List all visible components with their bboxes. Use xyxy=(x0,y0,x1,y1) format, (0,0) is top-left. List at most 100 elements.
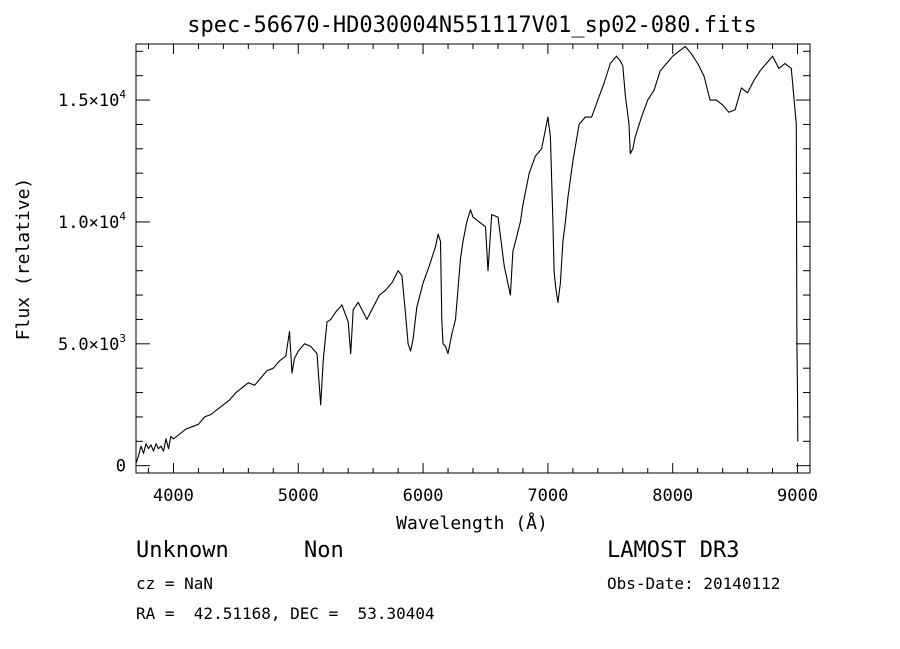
spectrum-point xyxy=(765,63,767,64)
spectrum-point xyxy=(437,233,439,235)
spectrum-point xyxy=(170,436,172,437)
spectrum-point xyxy=(410,350,411,352)
spectrum-point xyxy=(565,221,566,223)
spectrum-point xyxy=(784,63,786,64)
spectrum-point xyxy=(326,321,328,323)
spectrum-point xyxy=(603,82,605,84)
spectrum-point xyxy=(135,462,137,464)
spectrum-point xyxy=(416,306,418,308)
spectrum-point xyxy=(772,55,773,57)
axis-ticks xyxy=(136,44,810,473)
spectrum-point xyxy=(138,455,139,457)
spectrum-point xyxy=(441,319,443,320)
spectrum-point xyxy=(191,426,193,428)
spectrum-point xyxy=(179,433,181,435)
spectrum-point xyxy=(547,116,549,118)
chart-title: spec-56670-HD030004N551117V01_sp02-080.f… xyxy=(187,13,757,38)
spectrum-point xyxy=(391,282,393,284)
spectrum-point xyxy=(294,358,295,359)
spectrum-point xyxy=(691,53,692,55)
spectrum-point xyxy=(360,306,362,308)
spectrum-point xyxy=(291,372,293,374)
spectrum-point xyxy=(584,116,586,118)
spectrum-point xyxy=(797,392,798,393)
spectrum-point xyxy=(289,331,290,332)
spectrum-point xyxy=(653,89,655,91)
spectrum-point xyxy=(578,124,580,125)
spectrum-point xyxy=(153,450,154,452)
spectrum-point xyxy=(422,282,424,284)
object-subclass: Non xyxy=(304,538,344,563)
spectrum-point xyxy=(158,448,159,449)
spectrum-point xyxy=(747,92,748,94)
spectrum-point xyxy=(622,65,624,67)
spectrum-series xyxy=(135,45,799,464)
spectrum-point xyxy=(160,445,162,447)
spectrum-point xyxy=(442,343,444,345)
spectrum-point xyxy=(487,270,489,272)
y-tick-label: 0 xyxy=(116,457,126,477)
spectrum-point xyxy=(397,270,399,272)
spectrum-point xyxy=(350,353,352,354)
spectrum-point xyxy=(709,99,711,101)
spectrum-point xyxy=(520,221,521,223)
spectrum-point xyxy=(485,226,486,228)
spectrum-point xyxy=(491,214,493,216)
x-axis-label: Wavelength (Å) xyxy=(396,512,548,534)
spectrum-point xyxy=(235,392,237,393)
spectrum-point xyxy=(659,70,661,72)
spectrum-point xyxy=(168,448,169,449)
spectrum-point xyxy=(734,109,736,111)
spectrum-point xyxy=(567,197,569,199)
spectrum-point xyxy=(198,423,199,425)
spectrum-point xyxy=(616,55,617,57)
spectrum-point xyxy=(335,311,337,313)
spectrum-point xyxy=(541,148,542,150)
spectrum-point xyxy=(143,453,144,454)
spectrum-point xyxy=(148,448,149,449)
spectrum-point xyxy=(455,319,456,320)
spectrum-point xyxy=(795,124,797,125)
spectrum-point xyxy=(272,367,274,369)
spectrum-point xyxy=(790,68,792,69)
spectrum-point xyxy=(223,404,224,406)
spectrum-point xyxy=(366,319,368,320)
spectrum-point xyxy=(155,443,157,445)
spectrum-point xyxy=(522,204,524,206)
spectrum-point xyxy=(460,258,461,259)
spectrum-point xyxy=(722,104,723,106)
spectrum-point xyxy=(552,221,554,223)
spectrum-point xyxy=(609,63,611,64)
spectrum-point xyxy=(591,116,592,118)
spectrum-point xyxy=(634,136,636,138)
spectrum-point xyxy=(445,345,446,347)
spectrum-point xyxy=(279,360,280,362)
spectrum-point xyxy=(347,321,349,323)
spectrum-point xyxy=(140,445,142,447)
spectrum-point xyxy=(624,94,626,96)
spectrum-point xyxy=(497,216,499,218)
x-tick-label: 6000 xyxy=(403,486,444,506)
spectrum-point xyxy=(796,343,798,345)
y-tick-label: 5.0×103 xyxy=(58,332,126,355)
x-tick-label: 7000 xyxy=(527,486,568,506)
y-axis-label: Flux (relative) xyxy=(13,178,34,341)
spectrum-point xyxy=(470,209,471,211)
ra-dec-coordinates: RA = 42.51168, DEC = 53.30404 xyxy=(136,604,435,623)
spectrum-point xyxy=(260,377,262,379)
spectrum-point xyxy=(632,148,634,150)
spectrum-point xyxy=(440,241,441,242)
spectrum-point xyxy=(672,55,674,57)
y-tick-label: 1.0×104 xyxy=(58,210,126,233)
spectrum-point xyxy=(304,343,305,345)
spectrum-point xyxy=(412,338,414,340)
y-tick-label: 1.5×104 xyxy=(58,88,126,111)
axis-tick-labels: 4000 5000 6000 7000 8000 9000 0 5.0×103 1.0×104 1… xyxy=(58,88,818,506)
spectrum-point xyxy=(562,241,564,242)
spectrum-point xyxy=(372,306,374,308)
spectrum-point xyxy=(163,450,164,452)
spectrum-point xyxy=(204,416,206,418)
spectrum-point xyxy=(535,155,536,157)
spectrum-point xyxy=(510,294,511,296)
spectrum-point xyxy=(472,216,474,218)
